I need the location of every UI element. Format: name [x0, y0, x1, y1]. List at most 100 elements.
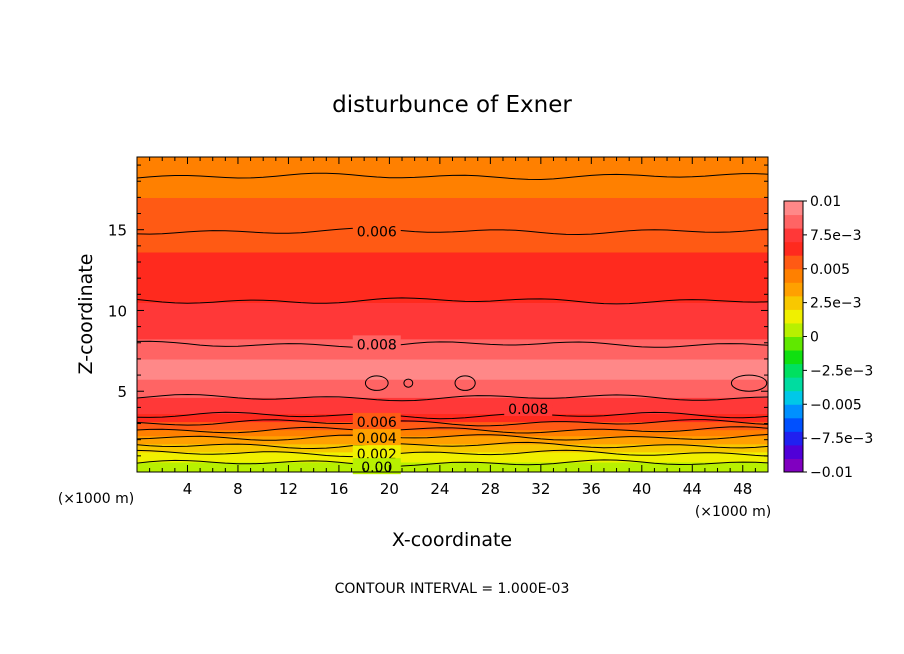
band-cell: [137, 389, 768, 392]
contour-label-bg: [352, 335, 401, 352]
band-cell: [137, 221, 768, 225]
band-cell: [137, 383, 768, 386]
x-tick-label: 40: [632, 480, 651, 498]
band-cell: [137, 375, 768, 378]
band-cell: [137, 215, 768, 219]
plot-area: [137, 157, 768, 472]
colorbar-segment: [784, 417, 803, 432]
band-cell: [137, 284, 768, 287]
closed-contour: [454, 375, 476, 391]
band-cell: [137, 344, 768, 348]
band-cell: [137, 181, 768, 184]
band-cell: [137, 270, 768, 273]
band-cell: [137, 425, 768, 429]
band-cell: [137, 209, 768, 213]
band-cell: [137, 387, 768, 390]
band-cell: [137, 169, 768, 172]
contour-line: [137, 419, 768, 427]
x-axis-label: X-coordinate: [392, 529, 512, 551]
band-cell: [137, 227, 768, 231]
y-axis-label: Z-coordinate: [75, 254, 97, 375]
band-cell: [137, 330, 768, 334]
band-cell: [137, 342, 768, 346]
band-cell: [137, 403, 768, 406]
contour-line: [137, 393, 768, 402]
colorbar-tick-label: 7.5e−3: [810, 228, 862, 244]
band-cell: [137, 257, 768, 261]
band-cell: [137, 207, 768, 211]
band-cell: [137, 161, 768, 164]
band-cell: [137, 324, 768, 328]
band-cell: [137, 336, 768, 340]
band-cell: [137, 348, 768, 352]
band-cell: [137, 203, 768, 207]
band-cell: [137, 253, 768, 257]
band-cell: [137, 415, 768, 419]
x-tick-label: 16: [329, 480, 348, 498]
band-cell: [137, 371, 768, 374]
colorbar-segment: [784, 241, 803, 256]
band-cell: [137, 379, 768, 382]
band-cell: [137, 247, 768, 251]
band-cell: [137, 369, 768, 372]
band-cell: [137, 233, 768, 237]
x-unit-right: (×1000 m): [695, 504, 771, 520]
band-cell: [137, 264, 768, 267]
band-cell: [137, 306, 768, 310]
band-cell: [137, 352, 768, 356]
chart-title: disturbunce of Exner: [332, 92, 572, 118]
band-cell: [137, 435, 768, 439]
colorbar-tick-label: −0.005: [810, 397, 862, 413]
contour-label-bg: [504, 400, 553, 416]
band-cell: [137, 177, 768, 180]
band-cell: [137, 439, 768, 443]
colorbar-segment: [784, 295, 803, 310]
band-cell: [137, 262, 768, 265]
color-bands: [137, 157, 768, 472]
band-cell: [137, 314, 768, 318]
colorbar-segment: [784, 431, 803, 446]
contour-label-bg: [352, 412, 401, 429]
colorbar-segment: [784, 377, 803, 392]
band-cell: [137, 308, 768, 312]
band-cell: [137, 322, 768, 326]
contour-interval-note: CONTOUR INTERVAL = 1.000E-03: [335, 581, 570, 597]
band-cell: [137, 175, 768, 178]
band-cell: [137, 431, 768, 435]
band-cell: [137, 300, 768, 303]
contour-line: [137, 340, 768, 348]
band-cell: [137, 320, 768, 324]
x-tick-label: 44: [683, 480, 702, 498]
band-cell: [137, 395, 768, 398]
band-cell: [137, 401, 768, 404]
band-cell: [137, 332, 768, 336]
colorbar-segment: [784, 390, 803, 405]
contour-line: [137, 426, 768, 434]
band-cell: [137, 457, 768, 461]
band-cell: [137, 443, 768, 447]
band-cell: [137, 165, 768, 168]
colorbar-segment: [784, 404, 803, 419]
band-cell: [137, 213, 768, 217]
closed-contour: [730, 374, 768, 392]
contour-label-bg: [352, 445, 401, 462]
band-cell: [137, 334, 768, 338]
band-cell: [137, 346, 768, 350]
band-cell: [137, 173, 768, 176]
band-cell: [137, 241, 768, 245]
colorbar-segment: [784, 458, 803, 473]
band-cell: [137, 411, 768, 415]
band-cell: [137, 211, 768, 215]
x-tick-label: 32: [531, 480, 550, 498]
band-cell: [137, 437, 768, 441]
colorbar-segment: [784, 214, 803, 229]
band-cell: [137, 171, 768, 174]
band-cell: [137, 191, 768, 194]
contour-line: [137, 227, 768, 236]
x-tick-label: 24: [430, 480, 449, 498]
band-cell: [137, 296, 768, 299]
x-axis-ticks: 4 8 12 16 20 24 28 32 36 40 44 48: [149, 157, 756, 498]
band-cell: [137, 310, 768, 314]
contour-label-bg: [352, 429, 401, 446]
band-cell: [137, 461, 768, 465]
